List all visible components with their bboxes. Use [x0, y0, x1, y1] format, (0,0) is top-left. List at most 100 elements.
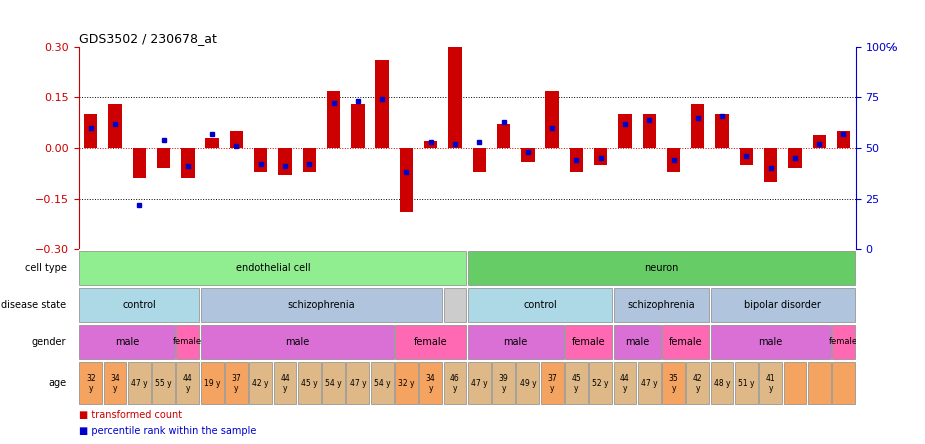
Bar — [201, 288, 442, 322]
Bar — [419, 362, 442, 404]
Bar — [832, 325, 855, 359]
Text: male: male — [625, 337, 649, 347]
Bar — [497, 124, 511, 148]
Text: 48 y: 48 y — [714, 379, 731, 388]
Bar — [468, 288, 612, 322]
Bar — [643, 114, 656, 148]
Text: 35
y: 35 y — [669, 373, 678, 393]
Text: 44
y: 44 y — [620, 373, 630, 393]
Bar — [449, 47, 462, 148]
Bar — [710, 362, 734, 404]
Text: ■ transformed count: ■ transformed count — [79, 409, 181, 420]
Bar — [546, 91, 559, 148]
Bar — [132, 148, 146, 178]
Bar — [395, 362, 418, 404]
Bar — [638, 362, 660, 404]
Bar — [808, 362, 831, 404]
Text: 44
y: 44 y — [183, 373, 192, 393]
Bar — [686, 362, 709, 404]
Text: 54 y: 54 y — [374, 379, 390, 388]
Bar — [565, 362, 587, 404]
Text: 42 y: 42 y — [253, 379, 269, 388]
Bar — [589, 362, 612, 404]
Bar — [371, 362, 393, 404]
Text: control: control — [524, 300, 557, 310]
Bar — [565, 325, 612, 359]
Bar — [205, 138, 219, 148]
Text: female: female — [829, 337, 858, 346]
Bar — [229, 131, 243, 148]
Bar — [832, 362, 855, 404]
Text: 47 y: 47 y — [131, 379, 148, 388]
Text: 55 y: 55 y — [155, 379, 172, 388]
Bar — [84, 114, 97, 148]
Bar — [662, 362, 684, 404]
Bar — [783, 362, 807, 404]
Bar — [710, 288, 855, 322]
Text: male: male — [285, 337, 309, 347]
Text: schizophrenia: schizophrenia — [627, 300, 696, 310]
Text: GDS3502 / 230678_at: GDS3502 / 230678_at — [79, 32, 216, 45]
Text: 41
y: 41 y — [766, 373, 775, 393]
Text: control: control — [122, 300, 156, 310]
Bar — [667, 148, 680, 172]
Text: 19 y: 19 y — [204, 379, 220, 388]
Text: 44
y: 44 y — [280, 373, 290, 393]
Text: 46
y: 46 y — [450, 373, 460, 393]
Text: age: age — [48, 378, 67, 388]
Bar — [298, 362, 321, 404]
Bar — [759, 362, 782, 404]
Text: endothelial cell: endothelial cell — [236, 263, 310, 273]
Bar — [444, 288, 466, 322]
Bar — [424, 141, 438, 148]
Text: female: female — [669, 337, 702, 347]
Bar — [473, 148, 486, 172]
Bar — [662, 325, 709, 359]
Text: neuron: neuron — [644, 263, 679, 273]
Text: female: female — [572, 337, 605, 347]
Bar — [594, 148, 608, 165]
Bar — [80, 362, 102, 404]
Text: 39
y: 39 y — [499, 373, 509, 393]
Text: 34
y: 34 y — [426, 373, 436, 393]
Bar — [837, 131, 850, 148]
Bar — [201, 325, 393, 359]
Bar — [322, 362, 345, 404]
Text: cell type: cell type — [25, 263, 67, 273]
Text: gender: gender — [32, 337, 67, 347]
Text: female: female — [413, 337, 448, 347]
Text: 54 y: 54 y — [326, 379, 342, 388]
Bar — [153, 362, 175, 404]
Bar — [613, 288, 709, 322]
Bar — [541, 362, 563, 404]
Bar — [80, 325, 175, 359]
Text: 32
y: 32 y — [86, 373, 95, 393]
Bar — [278, 148, 291, 175]
Text: male: male — [758, 337, 783, 347]
Text: 47 y: 47 y — [471, 379, 487, 388]
Bar — [444, 362, 466, 404]
Text: bipolar disorder: bipolar disorder — [745, 300, 821, 310]
Text: 47 y: 47 y — [350, 379, 366, 388]
Text: male: male — [503, 337, 528, 347]
Text: 37
y: 37 y — [548, 373, 557, 393]
Bar — [254, 148, 267, 172]
Bar — [157, 148, 170, 168]
Bar — [691, 104, 705, 148]
Bar — [327, 91, 340, 148]
Bar — [468, 251, 855, 285]
Bar — [764, 148, 777, 182]
Bar — [735, 362, 758, 404]
Bar — [225, 362, 248, 404]
Bar — [812, 135, 826, 148]
Text: 51 y: 51 y — [738, 379, 755, 388]
Bar — [177, 325, 199, 359]
Text: schizophrenia: schizophrenia — [288, 300, 355, 310]
Bar — [468, 325, 563, 359]
Bar — [788, 148, 802, 168]
Text: 52 y: 52 y — [592, 379, 609, 388]
Bar — [715, 114, 729, 148]
Bar — [201, 362, 224, 404]
Bar — [613, 362, 636, 404]
Bar — [521, 148, 535, 162]
